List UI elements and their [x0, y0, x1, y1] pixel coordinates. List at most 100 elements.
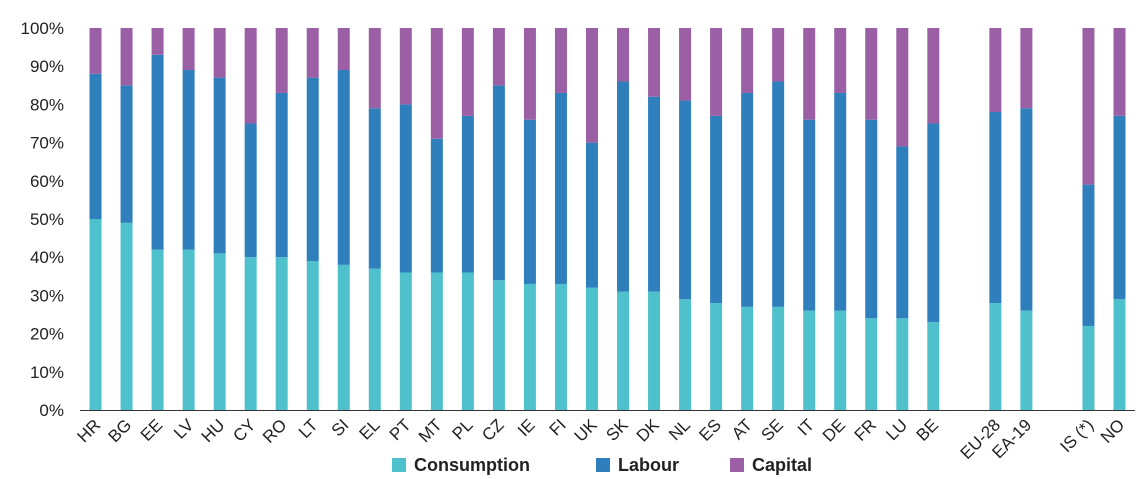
x-category-label: LV — [170, 415, 198, 443]
bar-segment-consumption — [710, 303, 723, 410]
bar-segment-consumption — [865, 318, 878, 410]
x-category-label: MT — [415, 415, 446, 446]
bar-segment-labour — [151, 54, 164, 250]
bar-segment-capital — [89, 28, 102, 74]
bar-segment-labour — [834, 92, 847, 311]
bar-segment-labour — [89, 73, 102, 219]
bar-segment-capital — [1082, 28, 1095, 185]
bar-segment-consumption — [275, 257, 288, 410]
bar-segment-capital — [523, 28, 536, 120]
bar-segment-labour — [244, 123, 257, 258]
x-category-label: AT — [728, 415, 756, 443]
x-category-label: FI — [546, 415, 570, 439]
x-category-label: EL — [355, 415, 383, 443]
bar-segment-consumption — [244, 257, 257, 410]
bar-segment-consumption — [120, 222, 133, 410]
bar-segment-capital — [306, 28, 319, 78]
bar-segment-labour — [213, 77, 226, 254]
bar-segment-consumption — [741, 306, 754, 410]
bar-segment-capital — [741, 28, 754, 93]
bar-segment-labour — [741, 92, 754, 307]
bar-segment-labour — [648, 96, 661, 292]
x-category-label: EE — [137, 415, 166, 444]
x-category-label: RO — [259, 415, 290, 446]
y-tick-label: 10% — [30, 363, 64, 382]
x-category-label: BG — [105, 415, 136, 446]
x-category-label: CZ — [478, 415, 507, 444]
bar-segment-consumption — [617, 291, 630, 410]
bar-segment-consumption — [554, 283, 567, 410]
legend-swatch-consumption — [392, 458, 406, 472]
bar-segment-consumption — [492, 280, 505, 410]
bar-segment-labour — [523, 119, 536, 284]
bar-segment-consumption — [151, 249, 164, 410]
y-tick-label: 80% — [30, 95, 64, 114]
bar-segment-consumption — [679, 299, 692, 410]
legend-label-consumption: Consumption — [414, 455, 530, 475]
bar-segment-capital — [120, 28, 133, 86]
bar-segment-labour — [865, 119, 878, 319]
bar-segment-labour — [430, 138, 443, 273]
bar-segment-labour — [306, 77, 319, 262]
bar-segment-consumption — [1082, 325, 1095, 410]
bar-segment-capital — [679, 28, 692, 101]
bar-segment-capital — [585, 28, 598, 143]
bar-segment-capital — [1020, 28, 1033, 109]
y-tick-label: 50% — [30, 210, 64, 229]
bar-segment-capital — [461, 28, 474, 116]
bar-segment-consumption — [306, 261, 319, 410]
x-category-label: LU — [882, 415, 911, 444]
bar-segment-consumption — [368, 268, 381, 410]
bar-segment-capital — [554, 28, 567, 93]
x-category-label: FR — [851, 415, 880, 444]
bar-segment-labour — [989, 112, 1002, 304]
bar-segment-capital — [865, 28, 878, 120]
x-category-label: SE — [758, 415, 787, 444]
bar-segment-labour — [461, 115, 474, 273]
bar-segment-labour — [710, 115, 723, 304]
bar-segment-labour — [275, 92, 288, 258]
bar-segment-consumption — [182, 249, 195, 410]
bar-segment-consumption — [927, 322, 940, 410]
bar-segment-capital — [648, 28, 661, 97]
y-tick-label: 30% — [30, 286, 64, 305]
x-category-label: IS (*) — [1056, 415, 1097, 456]
bar-segment-labour — [1082, 184, 1095, 326]
legend-label-labour: Labour — [618, 455, 679, 475]
x-category-label: ES — [695, 415, 724, 444]
bar-segment-labour — [337, 70, 350, 265]
x-axis-labels: HR BG EE LV HU CY RO LT SI EL PT MT PL CZ IE FI UK SK DK NL… — [74, 415, 1129, 463]
x-category-label: BE — [913, 415, 942, 444]
bar-segment-capital — [989, 28, 1002, 113]
bar-segment-consumption — [1020, 310, 1033, 410]
bar-segment-capital — [1113, 28, 1126, 116]
bar-segment-capital — [927, 28, 940, 124]
bar-segment-consumption — [523, 283, 536, 410]
x-category-label: SI — [328, 415, 353, 440]
bar-segment-capital — [803, 28, 816, 120]
bar-segment-capital — [182, 28, 195, 71]
x-category-label: IE — [514, 415, 539, 440]
bar-segment-labour — [1113, 115, 1126, 300]
bar-segment-capital — [492, 28, 505, 86]
y-tick-label: 90% — [30, 57, 64, 76]
bar-segment-capital — [834, 28, 847, 93]
bar-segment-consumption — [461, 272, 474, 410]
bar-segment-consumption — [989, 303, 1002, 410]
y-tick-label: 0% — [39, 401, 64, 420]
x-category-label: IT — [794, 415, 818, 439]
bar-segment-labour — [927, 123, 940, 323]
bar-segment-labour — [492, 85, 505, 281]
bars — [89, 28, 1126, 410]
x-category-label: NL — [665, 415, 694, 444]
bar-segment-labour — [617, 81, 630, 292]
y-tick-label: 70% — [30, 134, 64, 153]
x-category-label: UK — [571, 415, 602, 446]
legend-label-capital: Capital — [752, 455, 812, 475]
bar-segment-consumption — [89, 219, 102, 410]
legend: Consumption Labour Capital — [392, 455, 812, 475]
x-category-label: NO — [1097, 415, 1128, 446]
bar-segment-consumption — [585, 287, 598, 410]
bar-segment-labour — [585, 142, 598, 288]
